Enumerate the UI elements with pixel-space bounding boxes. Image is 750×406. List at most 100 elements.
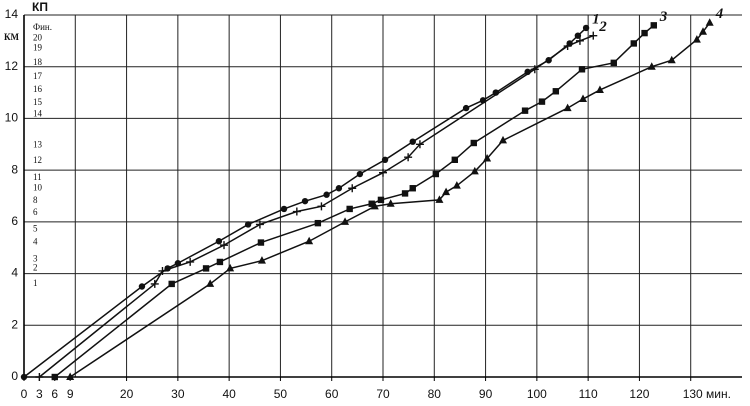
marker — [470, 139, 477, 147]
y-tick-label: 4 — [11, 266, 18, 280]
x-tick-label: 6 — [51, 387, 58, 401]
marker — [595, 85, 604, 93]
x-tick-label: 70 — [376, 387, 390, 401]
marker — [35, 373, 44, 381]
x-tick-label: 130 мин. — [683, 387, 731, 401]
x-tick-label: 80 — [428, 387, 442, 401]
marker — [409, 185, 416, 192]
x-tick-label: 9 — [67, 387, 74, 401]
x-tick-label: 50 — [274, 387, 288, 401]
marker — [499, 135, 508, 144]
y-tick-label: 12 — [5, 59, 19, 73]
marker — [226, 263, 235, 272]
y-tick-label: 8 — [11, 162, 18, 176]
marker — [705, 18, 714, 26]
marker — [244, 221, 252, 228]
marker — [368, 200, 375, 207]
marker — [301, 197, 309, 205]
marker — [435, 195, 444, 203]
marker — [563, 103, 572, 112]
marker — [483, 154, 492, 162]
marker — [451, 156, 458, 163]
checkpoint-label: 3 — [33, 253, 38, 263]
x-tick-label: 20 — [120, 387, 134, 401]
marker — [370, 201, 379, 210]
y-tick-label: 0 — [11, 369, 18, 383]
marker — [641, 29, 648, 37]
checkpoint-label: 12 — [33, 155, 42, 165]
y-tick-label: 10 — [5, 111, 19, 125]
x-tick-label: 60 — [325, 387, 339, 401]
series-label: 2 — [598, 19, 607, 35]
marker — [20, 373, 28, 381]
marker — [317, 202, 326, 211]
marker — [404, 153, 413, 162]
checkpoint-label: 15 — [33, 97, 43, 107]
marker — [415, 140, 424, 149]
x-tick-label: 3 — [36, 387, 43, 401]
marker — [432, 170, 440, 178]
x-tick-label: 0 — [21, 387, 28, 401]
x-tick-label: 100 — [527, 387, 547, 401]
marker — [323, 191, 330, 198]
checkpoint-label: 17 — [33, 71, 43, 81]
marker — [305, 236, 314, 245]
marker — [280, 205, 288, 213]
marker — [452, 181, 461, 189]
marker — [51, 373, 58, 381]
checkpoint-label: 5 — [33, 224, 38, 234]
marker — [138, 283, 146, 290]
marker — [377, 196, 385, 204]
checkpoint-label: 1 — [33, 278, 38, 288]
checkpoint-label: 2 — [33, 262, 38, 272]
y-axis-title: КМ — [4, 32, 20, 42]
marker — [552, 88, 560, 95]
series-label: 4 — [715, 6, 724, 22]
checkpoint-label: 20 — [33, 32, 43, 42]
marker — [538, 98, 546, 105]
marker — [521, 107, 529, 114]
marker — [386, 199, 395, 207]
marker — [158, 266, 167, 275]
marker — [314, 219, 322, 227]
checkpoint-label: 8 — [33, 195, 38, 205]
marker — [630, 40, 637, 47]
marker — [409, 138, 416, 145]
marker — [578, 66, 586, 73]
checkpoint-label: 18 — [33, 57, 43, 67]
checkpoint-label: 6 — [33, 207, 38, 217]
series-line — [54, 24, 655, 378]
marker — [150, 279, 159, 288]
marker — [356, 170, 364, 178]
series-label: 1 — [592, 11, 600, 27]
marker — [168, 280, 175, 288]
marker — [335, 185, 343, 192]
marker — [589, 31, 598, 40]
x-tick-label: 40 — [222, 387, 236, 401]
marker — [575, 36, 584, 45]
marker — [401, 190, 409, 197]
marker — [202, 265, 210, 272]
marker — [442, 187, 451, 196]
checkpoint-label: 16 — [33, 84, 43, 94]
marker — [582, 24, 590, 32]
marker — [650, 22, 657, 29]
y-tick-label: 6 — [11, 214, 18, 228]
x-tick-label: 110 — [579, 387, 598, 401]
marker — [220, 241, 229, 250]
series-line — [38, 34, 594, 378]
marker — [346, 205, 353, 213]
marker — [292, 207, 301, 216]
marker — [699, 27, 708, 35]
marker — [186, 257, 195, 266]
marker — [530, 65, 539, 74]
checkpoint-label: 4 — [33, 237, 38, 247]
marker — [692, 35, 701, 43]
checkpoint-label: 14 — [33, 109, 43, 119]
checkpoints-title: КП — [32, 0, 48, 14]
marker — [381, 156, 389, 163]
marker — [379, 168, 387, 177]
marker — [255, 220, 264, 229]
marker — [563, 42, 572, 51]
